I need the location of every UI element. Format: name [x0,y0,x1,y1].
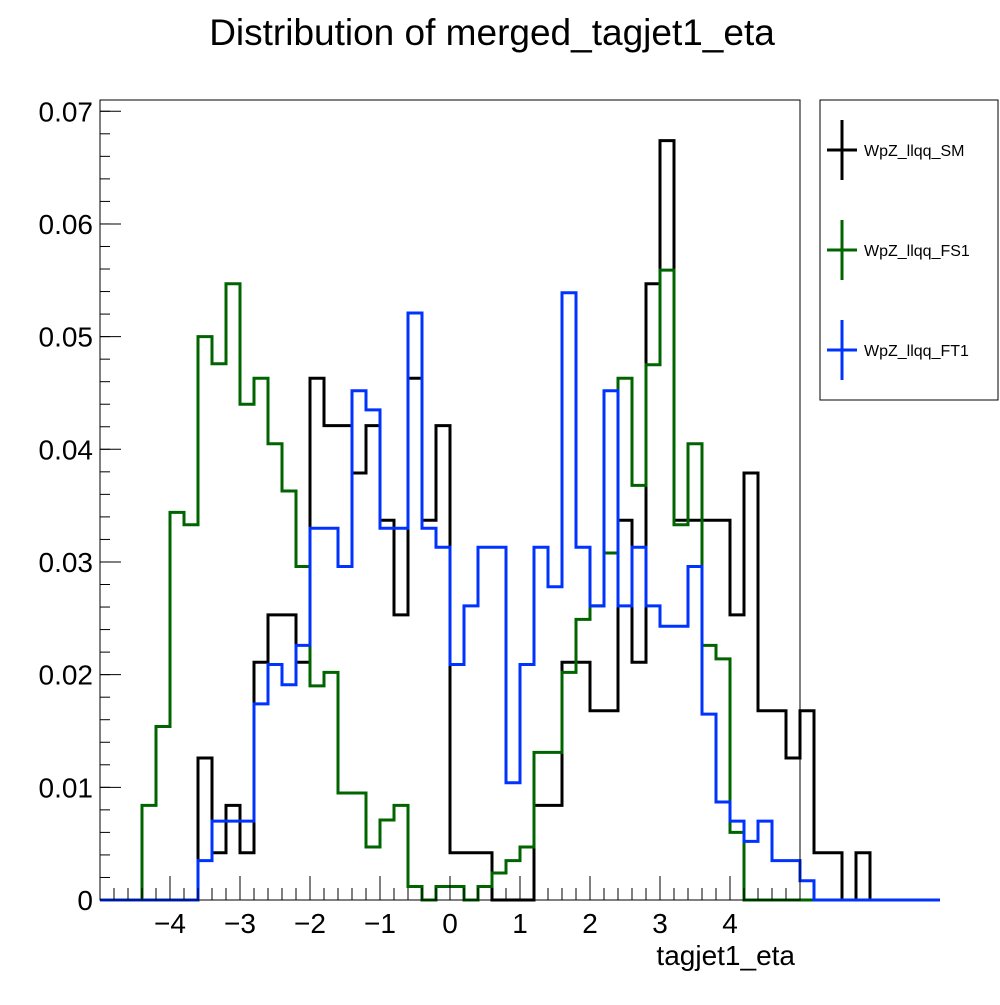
series-line-WpZ_llqq_FT1 [100,291,940,902]
legend-entry-WpZ_llqq_FT1: WpZ_llqq_FT1 [827,320,969,380]
y-tick-label: 0.02 [39,660,94,691]
series-WpZ_llqq_SM [100,139,940,902]
series-line-WpZ_llqq_FS1 [100,268,940,902]
y-tick-label: 0.06 [39,209,94,240]
series-line-WpZ_llqq_SM [100,139,940,902]
x-tick-label: −4 [154,908,186,939]
x-tick-label: −2 [294,908,326,939]
x-tick-label: 4 [722,908,738,939]
plot-area [100,139,940,902]
legend-label: WpZ_llqq_FS1 [864,243,970,260]
legend: WpZ_llqq_SM WpZ_llqq_FS1 WpZ_llqq_FT1 [819,99,999,401]
x-tick-label: 2 [582,908,598,939]
legend-entry-WpZ_llqq_FS1: WpZ_llqq_FS1 [827,220,970,280]
x-tick-label: −1 [364,908,396,939]
legend-label: WpZ_llqq_SM [864,143,964,160]
y-tick-label: 0 [77,885,93,916]
x-tick-label: 1 [512,908,528,939]
series-WpZ_llqq_FT1 [100,291,940,902]
y-axis: 0 0.01 0.02 0.03 0.04 0.05 0.06 0.07 [39,96,121,916]
series-WpZ_llqq_FS1 [100,268,940,902]
x-axis-label: tagjet1_eta [656,940,795,971]
x-tick-label: 3 [652,908,668,939]
legend-label: WpZ_llqq_FT1 [864,343,969,360]
y-tick-label: 0.07 [39,96,94,127]
x-tick-label: −3 [224,908,256,939]
y-tick-label: 0.04 [39,434,94,465]
x-axis: −4 −3 −2 −1 0 1 2 3 4 [99,876,801,939]
legend-entry-WpZ_llqq_SM: WpZ_llqq_SM [827,120,964,180]
chart-title: Distribution of merged_tagjet1_eta [209,12,775,53]
y-tick-label: 0.05 [39,322,94,353]
x-tick-label: 0 [442,908,458,939]
y-tick-label: 0.03 [39,547,94,578]
y-tick-label: 0.01 [39,772,94,803]
